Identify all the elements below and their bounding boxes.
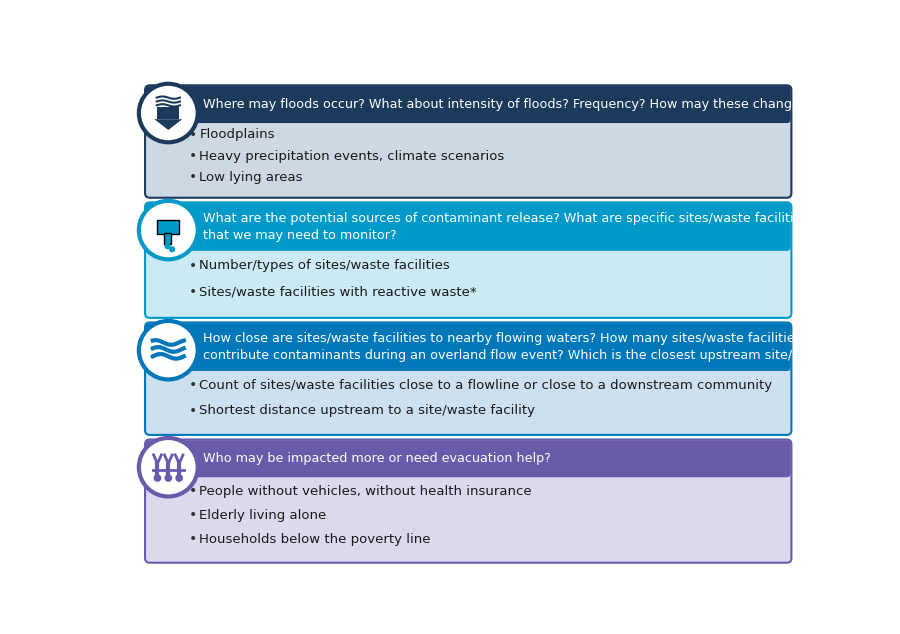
Circle shape: [165, 243, 171, 249]
Polygon shape: [155, 119, 182, 130]
FancyBboxPatch shape: [158, 220, 179, 234]
Text: Heavy precipitation events, climate scenarios: Heavy precipitation events, climate scen…: [199, 150, 505, 162]
Text: •: •: [188, 378, 197, 392]
FancyBboxPatch shape: [146, 440, 790, 477]
Circle shape: [169, 246, 176, 252]
Text: Count of sites/waste facilities close to a flowline or close to a downstream com: Count of sites/waste facilities close to…: [199, 379, 772, 392]
FancyBboxPatch shape: [165, 233, 171, 244]
FancyBboxPatch shape: [145, 439, 791, 563]
FancyBboxPatch shape: [145, 323, 791, 435]
Text: Shortest distance upstream to a site/waste facility: Shortest distance upstream to a site/was…: [199, 404, 536, 417]
Circle shape: [154, 474, 161, 482]
Text: Number/types of sites/waste facilities: Number/types of sites/waste facilities: [199, 259, 450, 273]
Circle shape: [176, 474, 183, 482]
Circle shape: [139, 201, 198, 259]
Circle shape: [139, 321, 198, 380]
Text: •: •: [188, 533, 197, 547]
Text: •: •: [188, 128, 197, 142]
Text: How close are sites/waste facilities to nearby flowing waters? How many sites/wa: How close are sites/waste facilities to …: [202, 332, 883, 362]
Text: Households below the poverty line: Households below the poverty line: [199, 533, 431, 546]
Text: Low lying areas: Low lying areas: [199, 171, 302, 184]
FancyBboxPatch shape: [146, 323, 790, 371]
FancyBboxPatch shape: [145, 202, 791, 318]
Text: Floodplains: Floodplains: [199, 129, 274, 141]
Text: Where may floods occur? What about intensity of floods? Frequency? How may these: Where may floods occur? What about inten…: [202, 98, 871, 111]
Circle shape: [165, 474, 172, 482]
Polygon shape: [158, 107, 179, 119]
Text: What are the potential sources of contaminant release? What are specific sites/w: What are the potential sources of contam…: [202, 212, 808, 242]
Text: Sites/waste facilities with reactive waste*: Sites/waste facilities with reactive was…: [199, 286, 477, 299]
FancyBboxPatch shape: [146, 203, 790, 251]
Circle shape: [139, 84, 198, 142]
Text: People without vehicles, without health insurance: People without vehicles, without health …: [199, 484, 532, 498]
Text: Who may be impacted more or need evacuation help?: Who may be impacted more or need evacuat…: [202, 452, 551, 465]
Text: •: •: [188, 404, 197, 418]
Text: •: •: [188, 484, 197, 498]
Text: •: •: [188, 170, 197, 184]
FancyBboxPatch shape: [146, 86, 790, 123]
Text: •: •: [188, 508, 197, 522]
FancyBboxPatch shape: [145, 86, 791, 198]
Text: •: •: [188, 259, 197, 273]
Text: •: •: [188, 285, 197, 299]
Circle shape: [139, 438, 198, 496]
Text: •: •: [188, 149, 197, 163]
Text: Elderly living alone: Elderly living alone: [199, 508, 327, 522]
